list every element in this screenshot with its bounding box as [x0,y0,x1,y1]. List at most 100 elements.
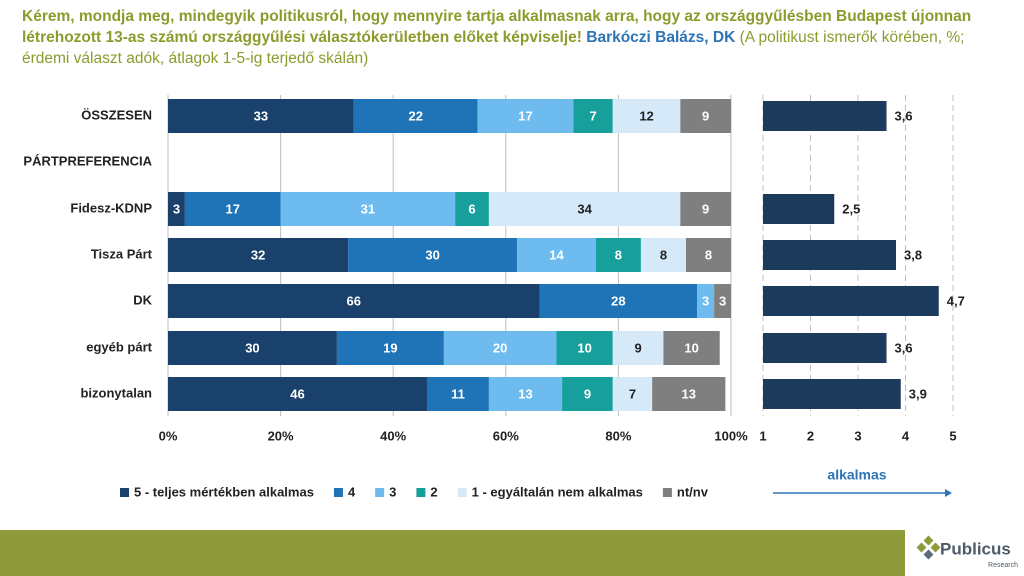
bar-segment [443,331,557,365]
category-label: DK [133,292,152,307]
data-label: 9 [584,386,591,401]
bar-segment [663,331,720,365]
legend-swatch [333,488,343,497]
logo-icon [916,535,941,560]
category-label: Fidesz-KDNP [70,200,152,215]
data-label: 3,9 [909,386,927,401]
x-axis-label: alkalmas [827,467,886,483]
data-label: 8 [615,247,622,262]
data-label: 10 [684,340,698,355]
bar-segment [488,377,563,411]
x-tick-label: 5 [949,428,956,443]
bar-segment [556,331,613,365]
bar [763,286,939,316]
data-label: 17 [226,201,240,216]
category-label: bizonytalan [80,385,152,400]
subtitle: (A politikust ismerők körében, %; érdemi… [22,29,965,67]
data-label: 9 [634,340,641,355]
bar-segment [612,331,664,365]
data-label: 14 [549,247,564,262]
data-label: 19 [383,340,397,355]
category-label: egyéb párt [86,339,152,354]
bar-segment [477,99,574,133]
legend-swatch [375,488,385,497]
legend-label: 2 [430,484,437,499]
bar-segment [455,192,489,226]
bar-segment [573,99,613,133]
bar-segment [612,377,653,411]
data-label: 13 [682,386,696,401]
bar-segment [680,192,731,226]
legend-swatch [416,488,426,497]
data-label: 33 [254,108,268,123]
legend-swatch [120,488,129,497]
data-label: 13 [518,386,532,401]
legend-label: 3 [389,484,396,499]
bar-segment [168,192,185,226]
bar-segment [353,99,478,133]
legend-label: 4 [348,484,356,499]
title-highlight: Barkóczi Balázs, DK [586,29,736,46]
bar-segment [680,99,731,133]
data-label: 6 [468,201,475,216]
legend-swatch [662,488,672,497]
bar-segment [336,331,444,365]
data-label: 4,7 [947,293,965,308]
category-label: ÖSSZESEN [81,107,152,122]
data-label: 17 [518,108,532,123]
data-label: 2,5 [842,201,860,216]
bar-segment [539,284,698,318]
category-label: Tisza Párt [91,246,153,261]
bar-segment [426,377,489,411]
x-tick-label: 4 [902,428,910,443]
logo-brand: Publicus [940,539,1011,558]
data-label: 30 [245,340,259,355]
x-tick-label: 20% [268,428,294,443]
bar [763,333,887,363]
data-label: 12 [639,108,653,123]
data-label: 3 [173,201,180,216]
logo-sub: Research [988,562,1018,569]
bar [763,240,896,270]
axis-arrowhead [945,489,952,497]
data-label: 7 [589,108,596,123]
bar-segment [714,284,731,318]
data-label: 9 [702,108,709,123]
bar-segment [640,238,686,272]
data-label: 7 [629,386,636,401]
legend-label: nt/nv [677,484,709,499]
bar-segment [168,331,337,365]
data-label: 66 [347,293,361,308]
data-label: 30 [425,247,439,262]
bar-segment [488,192,681,226]
data-label: 3,8 [904,247,922,262]
x-tick-label: 3 [854,428,861,443]
title-block: Kérem, mondja meg, mindegyik politikusró… [22,6,1007,69]
category-label: PÁRTPREFERENCIA [23,153,152,168]
bar-segment [168,238,349,272]
bar-segment [612,99,681,133]
x-tick-label: 60% [493,428,519,443]
data-label: 3,6 [895,108,913,123]
bar-segment [685,238,731,272]
x-tick-label: 40% [380,428,406,443]
bar-segment [168,284,540,318]
bar [763,379,901,409]
data-label: 3,6 [895,340,913,355]
bar [763,101,887,131]
data-label: 22 [408,108,422,123]
x-tick-label: 1 [759,428,766,443]
legend-swatch [457,488,467,497]
data-label: 10 [577,340,591,355]
legend-label: 5 - teljes mértékben alkalmas [134,484,314,499]
x-tick-label: 2 [807,428,814,443]
bar-segment [280,192,456,226]
x-tick-label: 80% [605,428,631,443]
data-label: 8 [705,247,712,262]
data-label: 9 [702,201,709,216]
footer-band [0,530,905,576]
data-label: 31 [361,201,375,216]
legend-label: 1 - egyáltalán nem alkalmas [472,484,643,499]
